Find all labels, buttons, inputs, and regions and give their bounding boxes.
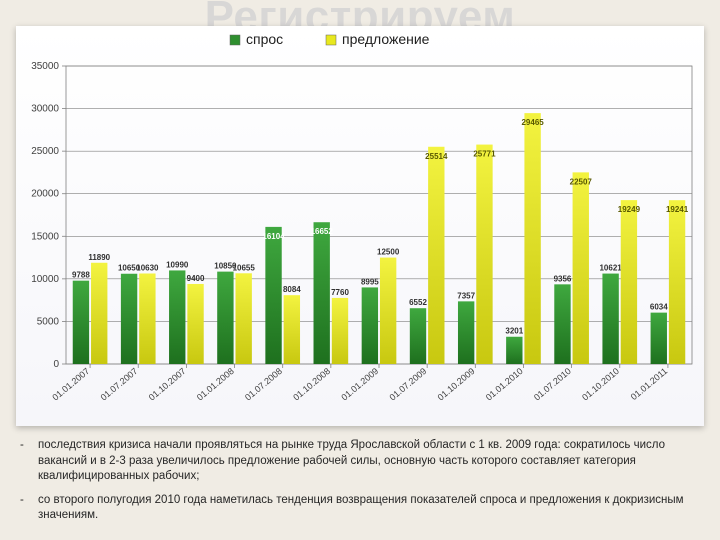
bar-label: 9788	[72, 271, 90, 280]
bar-label: 16104	[262, 232, 285, 241]
x-tick-label: 01.07.2010	[532, 366, 573, 403]
bar-label: 3201	[505, 327, 523, 336]
bar-label: 10621	[599, 264, 622, 273]
x-tick-label: 01.07.2008	[243, 366, 284, 403]
legend-swatch	[230, 35, 240, 45]
bar	[476, 145, 492, 364]
bar	[187, 284, 203, 364]
bar-label: 9356	[554, 274, 572, 283]
x-tick-label: 01.01.2010	[484, 366, 525, 403]
bar-label: 25771	[473, 150, 496, 159]
bullet-text: последствия кризиса начали проявляться н…	[38, 438, 700, 485]
bar	[314, 222, 330, 364]
x-tick-label: 01.01.2007	[50, 366, 91, 403]
footer-bullet: -последствия кризиса начали проявляться …	[20, 438, 700, 485]
x-tick-label: 01.10.2008	[291, 366, 332, 403]
bar-label: 12500	[377, 248, 400, 257]
footer-bullet: -со второго полугодия 2010 года наметила…	[20, 493, 700, 524]
bar	[669, 200, 685, 364]
bar	[428, 147, 444, 364]
x-tick-label: 01.10.2007	[147, 366, 188, 403]
bar	[651, 313, 667, 364]
svg-text:35000: 35000	[31, 61, 59, 72]
bar-label: 9400	[187, 274, 205, 283]
bar-label: 7357	[457, 291, 475, 300]
bar-label: 19249	[618, 205, 641, 214]
x-tick-label: 01.10.2009	[436, 366, 477, 403]
bar-label: 6552	[409, 298, 427, 307]
footer-bullets: -последствия кризиса начали проявляться …	[20, 438, 700, 532]
bar-label: 8084	[283, 285, 301, 294]
x-tick-label: 01.01.2011	[629, 366, 669, 402]
bar-label: 16652	[311, 227, 334, 236]
slide-root: Регистрируем 050001000015000200002500030…	[0, 0, 720, 540]
bar	[121, 274, 137, 364]
bar-label: 6034	[650, 303, 668, 312]
svg-text:10000: 10000	[31, 274, 59, 285]
bar	[265, 227, 281, 364]
bar	[284, 295, 300, 364]
svg-text:25000: 25000	[31, 146, 59, 157]
bar	[524, 113, 540, 364]
svg-text:30000: 30000	[31, 104, 59, 115]
x-tick-label: 01.01.2009	[339, 366, 380, 403]
svg-text:20000: 20000	[31, 189, 59, 200]
chart-card: 0 5000 10000 15000 20000 25000 30000 35000 9788 1…	[16, 26, 704, 426]
bullet-dash: -	[20, 438, 38, 485]
x-tick-label: 01.07.2007	[99, 366, 140, 403]
bar-label: 7760	[331, 288, 349, 297]
bullet-text: со второго полугодия 2010 года наметилас…	[38, 493, 700, 524]
bar-label: 8995	[361, 277, 379, 286]
bar-label: 11890	[88, 253, 110, 262]
bar-label: 10990	[166, 260, 189, 269]
legend-swatch	[326, 35, 336, 45]
bar-label: 10655	[233, 263, 256, 272]
bar	[91, 263, 107, 364]
svg-text:5000: 5000	[37, 316, 60, 327]
bar	[217, 272, 233, 364]
x-tick-label: 01.10.2010	[580, 366, 621, 403]
bar	[73, 281, 89, 364]
bar	[506, 337, 522, 364]
svg-text:15000: 15000	[31, 231, 59, 242]
bar	[380, 258, 396, 364]
bar	[458, 301, 474, 364]
svg-text:0: 0	[53, 359, 59, 370]
x-tick-label: 01.01.2008	[195, 366, 236, 403]
bar	[410, 308, 426, 364]
bar	[602, 274, 618, 364]
legend-label: предложение	[342, 31, 430, 47]
bar-chart: 0 5000 10000 15000 20000 25000 30000 35000 9788 1…	[16, 26, 704, 426]
bar	[139, 273, 155, 364]
bar	[554, 284, 570, 364]
bar-label: 19241	[666, 205, 689, 214]
bar-label: 10630	[136, 263, 159, 272]
bar	[362, 287, 378, 364]
bar-label: 29465	[521, 118, 544, 127]
bullet-dash: -	[20, 493, 38, 524]
bar	[573, 172, 589, 364]
bar	[621, 200, 637, 364]
bar	[169, 270, 185, 364]
bar	[236, 273, 252, 364]
bar-label: 25514	[425, 152, 448, 161]
legend-label: спрос	[246, 31, 283, 47]
x-tick-label: 01.07.2009	[388, 366, 429, 403]
bar-label: 22507	[570, 177, 593, 186]
bar	[332, 298, 348, 364]
